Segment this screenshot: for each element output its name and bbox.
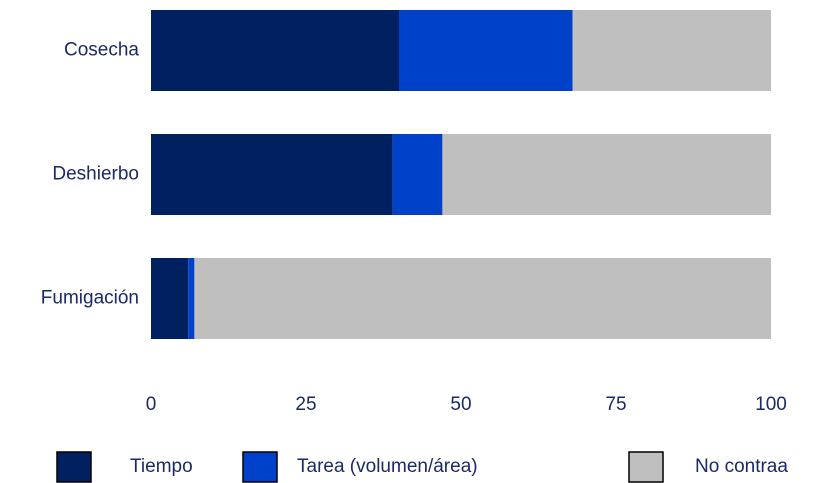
legend-label: Tarea (volumen/área) [297, 456, 478, 477]
x-tick-label: 100 [755, 394, 787, 415]
bar-segment [188, 258, 195, 339]
y-tick-label: Deshierbo [52, 164, 139, 185]
x-tick-label: 0 [146, 394, 157, 415]
bar-segment [399, 10, 573, 91]
x-tick-label: 25 [295, 394, 316, 415]
bar-segment [442, 134, 771, 215]
bar-segment [151, 10, 399, 91]
legend-label: No contraa [695, 456, 788, 477]
x-tick-label: 75 [605, 394, 626, 415]
legend-swatch [242, 451, 278, 483]
legend-swatch [628, 451, 664, 483]
legend-swatch [56, 451, 92, 483]
bar-segment [572, 10, 771, 91]
bar-segment [151, 258, 189, 339]
bar-segment [194, 258, 771, 339]
y-tick-label: Fumigación [41, 288, 139, 309]
legend-label: Tiempo [130, 456, 193, 477]
bar-segment [392, 134, 443, 215]
y-tick-label: Cosecha [64, 40, 139, 61]
x-tick-label: 50 [450, 394, 471, 415]
bar-segment [151, 134, 393, 215]
